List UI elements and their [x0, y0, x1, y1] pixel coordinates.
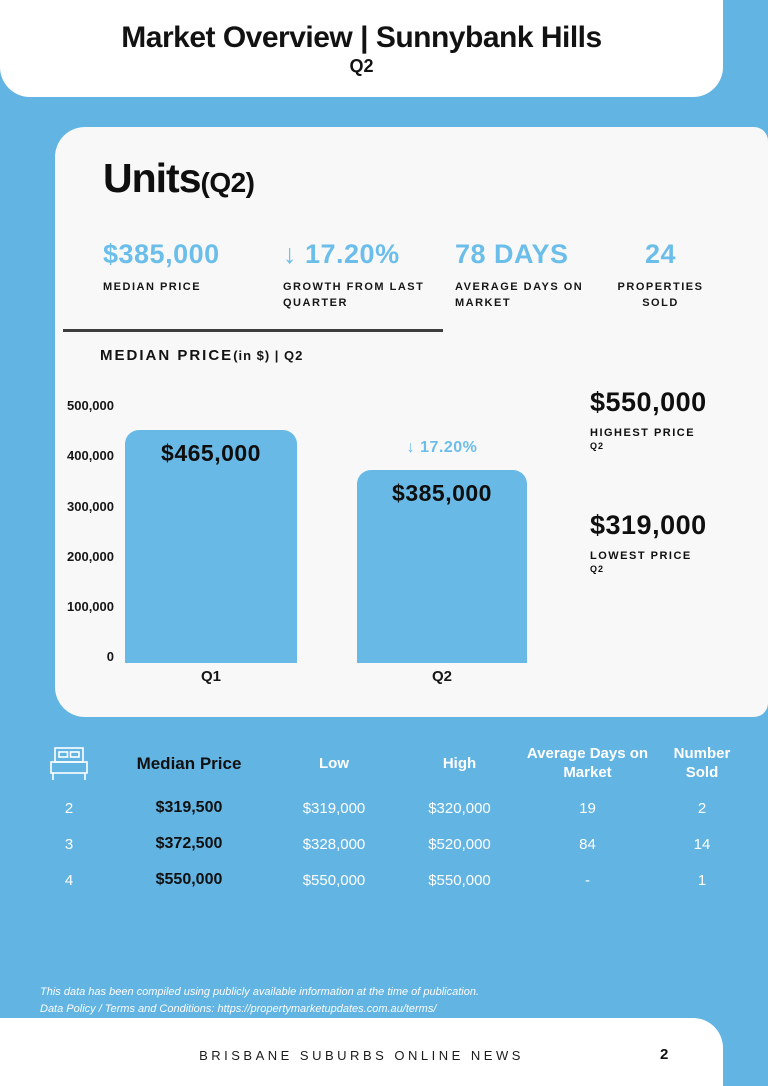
table-row: 3 $372,500 $328,000 $520,000 84 14	[24, 826, 744, 862]
page-title: Market Overview | Sunnybank Hills	[121, 20, 602, 54]
section-divider	[63, 329, 443, 332]
y-axis-tick: 400,000	[67, 448, 114, 463]
highest-price-stat: $550,000 HIGHEST PRICE Q2	[590, 387, 760, 451]
cell-low: $550,000	[302, 871, 366, 889]
highest-price-period: Q2	[590, 441, 605, 451]
cell-high: $520,000	[428, 835, 491, 853]
stat-properties-sold: 24 PROPERTIES SOLD	[603, 239, 718, 312]
cell-median: $372,500	[155, 835, 223, 852]
cell-sold: 1	[697, 871, 707, 889]
x-axis-label-q1: Q1	[200, 668, 221, 685]
cell-sold: 14	[693, 835, 711, 853]
cell-avg-days: 19	[579, 799, 596, 817]
disclaimer-line1: This data has been compiled using public…	[40, 986, 480, 998]
y-axis-tick: 0	[106, 649, 114, 664]
highest-price-value: $550,000	[590, 387, 707, 417]
stat-median-price-label: MEDIAN PRICE	[103, 281, 202, 293]
table-header-row: Median Price Low High Average Days on Ma…	[24, 738, 744, 790]
cell-avg-days: -	[585, 871, 590, 889]
cell-low: $319,000	[302, 799, 366, 817]
stat-median-price-value: $385,000	[103, 239, 220, 269]
table-row: 4 $550,000 $550,000 $550,000 - 1	[24, 862, 744, 898]
page-number: 2	[660, 1046, 669, 1063]
units-summary-card: Units(Q2) $385,000 MEDIAN PRICE ↓ 17.20%…	[55, 127, 768, 717]
cell-low: $328,000	[302, 835, 366, 853]
x-axis-label-q2: Q2	[431, 668, 452, 685]
chart-title-tail: | Q2	[274, 348, 304, 363]
stat-growth: ↓ 17.20% GROWTH FROM LAST QUARTER	[283, 239, 458, 312]
cell-beds: 2	[64, 799, 74, 817]
cell-avg-days: 84	[579, 835, 596, 853]
y-axis-tick: 200,000	[67, 549, 114, 564]
bar-q1-value-label: $465,000	[161, 440, 261, 466]
cell-sold: 2	[697, 799, 707, 817]
col-header-low: Low	[319, 754, 349, 772]
section-title: Units(Q2)	[103, 155, 255, 202]
stat-days-value: 78 DAYS	[455, 239, 569, 269]
cell-beds: 4	[64, 871, 74, 889]
cell-beds: 3	[64, 835, 74, 853]
stat-growth-label: GROWTH FROM LAST QUARTER	[283, 281, 425, 309]
section-title-text: Units	[103, 155, 201, 201]
bar-q2: $385,000	[357, 470, 527, 663]
y-axis-tick: 100,000	[67, 599, 114, 614]
lowest-price-label: LOWEST PRICE	[590, 550, 692, 562]
page-subtitle: Q2	[349, 55, 374, 76]
col-header-median-price: Median Price	[136, 754, 242, 774]
stat-sold-value: 24	[644, 239, 677, 269]
cell-median: $550,000	[155, 871, 223, 888]
table-row: 2 $319,500 $319,000 $320,000 19 2	[24, 790, 744, 826]
bar-q2-value-label: $385,000	[392, 480, 492, 506]
header: Market Overview | Sunnybank Hills Q2	[0, 0, 723, 97]
y-axis-tick: 500,000	[67, 398, 114, 413]
cell-high: $320,000	[428, 799, 491, 817]
lowest-price-value: $319,000	[590, 510, 707, 540]
median-price-bar-chart: 500,000 400,000 300,000 200,000 100,000 …	[55, 398, 555, 685]
q2-change-annotation: ↓ 17.20%	[406, 439, 478, 456]
footer: BRISBANE SUBURBS ONLINE NEWS 2	[0, 1018, 723, 1086]
chart-title-main: MEDIAN PRICE	[100, 347, 234, 364]
cell-high: $550,000	[428, 871, 491, 889]
bedrooms-table: Median Price Low High Average Days on Ma…	[24, 738, 744, 898]
chart-title: MEDIAN PRICE(in $) | Q2	[100, 347, 303, 365]
footer-brand: BRISBANE SUBURBS ONLINE NEWS	[199, 1048, 524, 1063]
disclaimer-line2: Data Policy / Terms and Conditions: http…	[40, 1003, 437, 1016]
lowest-price-stat: $319,000 LOWEST PRICE Q2	[590, 510, 760, 574]
stat-days-label: AVERAGE DAYS ON MARKET	[455, 281, 584, 309]
chart-title-unit: (in $)	[233, 348, 271, 363]
stat-days-on-market: 78 DAYS AVERAGE DAYS ON MARKET	[455, 239, 615, 312]
highest-price-label: HIGHEST PRICE	[590, 427, 696, 439]
col-header-avg-days: Average Days on Market	[526, 745, 649, 781]
section-title-suffix: (Q2)	[200, 167, 256, 198]
lowest-price-period: Q2	[590, 564, 605, 574]
cell-median: $319,500	[155, 799, 223, 816]
col-header-number-sold: Number Sold	[673, 745, 731, 781]
y-axis-tick: 300,000	[67, 499, 114, 514]
stat-median-price: $385,000 MEDIAN PRICE	[103, 239, 278, 296]
stat-sold-label: PROPERTIES SOLD	[617, 281, 704, 309]
col-header-high: High	[442, 754, 477, 772]
bed-icon	[24, 744, 114, 784]
bar-q1: $465,000	[125, 430, 297, 663]
stat-growth-value: ↓ 17.20%	[283, 239, 400, 269]
disclaimer: This data has been compiled using public…	[40, 984, 479, 1018]
